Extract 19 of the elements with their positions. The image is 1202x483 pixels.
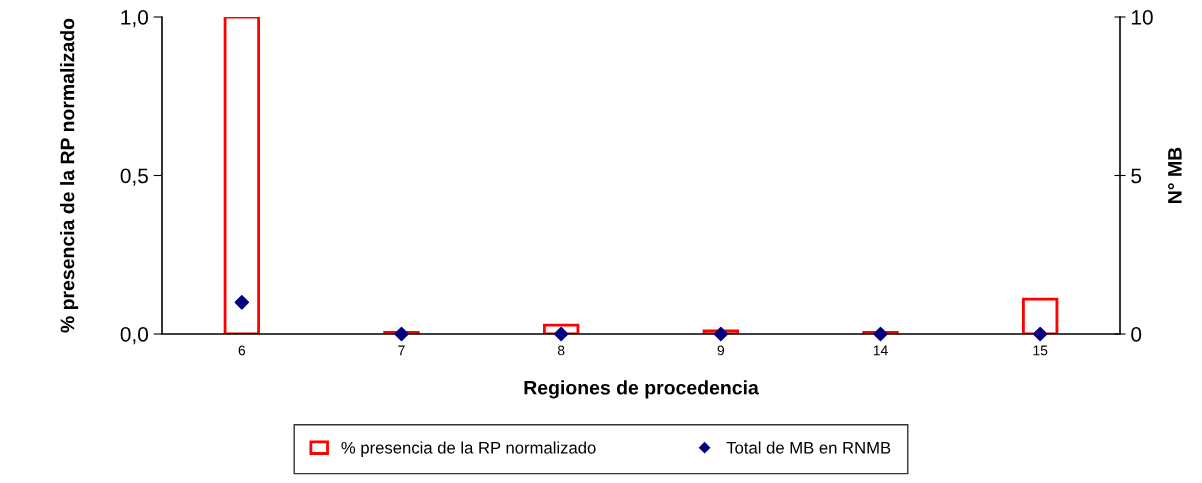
x-axis-title: Regiones de procedencia (524, 380, 759, 399)
y2-tick-label: 10 (1132, 10, 1153, 25)
x-tick-label: 9 (717, 345, 725, 356)
bar (223, 17, 260, 334)
x-tick-label: 15 (1033, 345, 1048, 356)
x-tick-label: 8 (557, 345, 565, 356)
y2-tick-label: 0 (1131, 327, 1142, 342)
y-tick-label: 1,0 (121, 10, 148, 28)
legend-label: Total de MB en RNMB (726, 441, 891, 454)
x-tick-label: 14 (873, 345, 888, 356)
legend-label: % presencia de la RP normalizado (341, 441, 596, 457)
y2-tick-label: 5 (1131, 168, 1142, 184)
x-tick-label: 7 (398, 345, 405, 356)
y-axis-title: % presencia de la RP normalizado (60, 18, 79, 333)
bar (1022, 297, 1059, 334)
y2-axis-title: N° MB (1168, 147, 1182, 203)
y-tick-label: 0,0 (120, 327, 148, 345)
y-tick-label: 0,5 (120, 168, 148, 186)
x-tick-label: 6 (238, 345, 246, 356)
